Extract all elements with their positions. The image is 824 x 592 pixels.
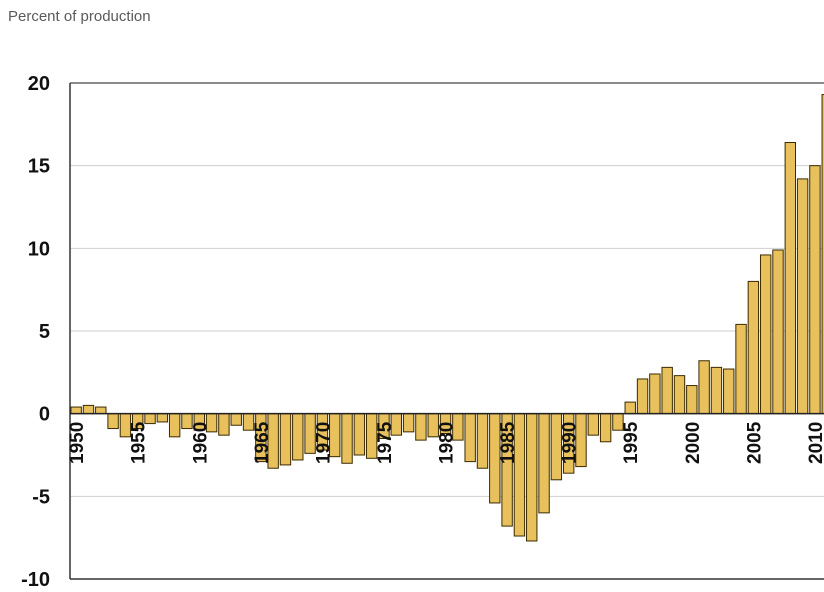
bar-2008 <box>784 142 797 415</box>
bar-1982 <box>464 413 476 463</box>
bar-1983 <box>476 413 489 469</box>
bar-2010 <box>809 165 821 415</box>
y-axis-label: Percent of production <box>8 8 151 25</box>
bar-2006 <box>759 254 772 415</box>
bar-2001 <box>698 360 710 415</box>
x-tick-label: 2005 <box>744 421 765 464</box>
bar-1988 <box>538 413 550 514</box>
bar-1962 <box>218 413 230 436</box>
x-tick-label: 1990 <box>560 422 581 464</box>
bar-1987 <box>526 413 538 542</box>
bar-2004 <box>735 323 747 415</box>
bar-1952 <box>95 406 107 415</box>
y-tick-label: 0 <box>39 404 50 426</box>
bar-1993 <box>599 413 612 443</box>
bar-1950 <box>70 406 82 415</box>
bar-1958 <box>168 413 181 438</box>
x-tick-label: 1960 <box>190 422 211 464</box>
bar-1977 <box>402 413 415 433</box>
bar-1995 <box>624 401 636 415</box>
x-tick-label: 1965 <box>252 421 273 464</box>
bar-1968 <box>292 413 304 461</box>
y-tick-label: 20 <box>28 73 50 95</box>
bar-1997 <box>649 373 661 415</box>
x-tick-label: 1980 <box>437 422 458 464</box>
bar-1951 <box>82 404 95 415</box>
x-tick-label: 2000 <box>683 422 704 464</box>
bar-2009 <box>796 178 809 415</box>
y-tick-label: -5 <box>32 486 50 508</box>
y-tick-label: 10 <box>28 238 50 260</box>
y-tick-label: 5 <box>39 321 50 343</box>
x-tick-label: 2010 <box>806 422 824 464</box>
bar-2003 <box>723 368 735 415</box>
bar-2007 <box>772 249 784 415</box>
bar-2002 <box>710 366 723 415</box>
x-tick-label: 1975 <box>375 421 396 464</box>
y-tick-label: 15 <box>28 156 50 178</box>
x-tick-label: 1950 <box>67 422 88 464</box>
bar-1998 <box>661 366 673 415</box>
bar-1996 <box>636 378 649 415</box>
bar-1953 <box>107 413 119 430</box>
x-tick-label: 1995 <box>621 421 642 464</box>
bar-1973 <box>353 413 366 456</box>
x-tick-label: 1985 <box>498 421 519 464</box>
bar-1967 <box>279 413 292 466</box>
bar-1957 <box>156 413 169 423</box>
bar-2000 <box>686 385 698 415</box>
x-tick-label: 1970 <box>313 422 334 464</box>
bar-1978 <box>415 413 427 441</box>
bar-1972 <box>341 413 353 464</box>
bar-2005 <box>747 280 760 415</box>
bar-2011 <box>821 94 824 415</box>
bar-1992 <box>587 413 599 436</box>
bar-1963 <box>230 413 242 426</box>
y-tick-label: -10 <box>21 569 50 591</box>
bar-1999 <box>673 375 686 415</box>
x-tick-label: 1955 <box>129 421 150 464</box>
